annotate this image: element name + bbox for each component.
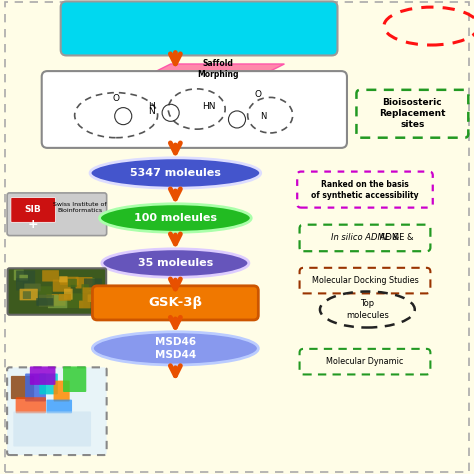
Polygon shape — [152, 64, 284, 73]
FancyBboxPatch shape — [19, 275, 28, 281]
FancyBboxPatch shape — [25, 374, 46, 401]
Text: H: H — [148, 102, 155, 110]
FancyBboxPatch shape — [39, 295, 54, 307]
Text: Bioisosteric
Replacement
sites: Bioisosteric Replacement sites — [379, 98, 446, 129]
FancyBboxPatch shape — [7, 367, 107, 455]
Ellipse shape — [100, 204, 251, 232]
FancyBboxPatch shape — [68, 279, 77, 287]
FancyBboxPatch shape — [61, 1, 337, 55]
Text: N: N — [260, 112, 266, 120]
Text: ADME &: ADME & — [377, 234, 413, 242]
FancyBboxPatch shape — [64, 289, 73, 300]
FancyBboxPatch shape — [67, 293, 83, 308]
FancyBboxPatch shape — [11, 376, 34, 399]
FancyBboxPatch shape — [48, 295, 67, 308]
FancyBboxPatch shape — [82, 284, 89, 293]
FancyBboxPatch shape — [59, 276, 68, 283]
FancyBboxPatch shape — [87, 278, 95, 292]
FancyBboxPatch shape — [38, 286, 52, 298]
FancyBboxPatch shape — [46, 294, 58, 301]
FancyBboxPatch shape — [16, 278, 30, 291]
FancyBboxPatch shape — [88, 294, 104, 302]
FancyBboxPatch shape — [60, 277, 79, 285]
Text: Ranked on the basis
of synthetic accessibility: Ranked on the basis of synthetic accessi… — [311, 180, 419, 200]
Text: N: N — [148, 107, 155, 116]
FancyBboxPatch shape — [16, 271, 35, 284]
Text: O: O — [113, 94, 119, 102]
FancyBboxPatch shape — [13, 411, 91, 447]
FancyBboxPatch shape — [36, 298, 53, 306]
Text: O: O — [255, 91, 262, 99]
Text: HN: HN — [202, 102, 215, 110]
FancyBboxPatch shape — [53, 280, 71, 292]
FancyBboxPatch shape — [37, 293, 46, 306]
FancyBboxPatch shape — [63, 366, 86, 392]
FancyBboxPatch shape — [14, 270, 24, 280]
FancyBboxPatch shape — [39, 374, 58, 394]
Text: In silico ADME &: In silico ADME & — [331, 234, 399, 242]
FancyBboxPatch shape — [75, 277, 92, 289]
FancyBboxPatch shape — [59, 294, 71, 301]
Text: 100 moleules: 100 moleules — [134, 213, 217, 223]
FancyBboxPatch shape — [24, 283, 41, 292]
FancyBboxPatch shape — [42, 270, 59, 282]
Text: 35 moleules: 35 moleules — [138, 258, 213, 268]
FancyBboxPatch shape — [46, 400, 72, 413]
FancyBboxPatch shape — [23, 291, 31, 299]
Text: 5347 moleules: 5347 moleules — [130, 168, 221, 178]
Text: Swiss Institute of
Bioinformatics: Swiss Institute of Bioinformatics — [53, 201, 106, 213]
Text: Molecular Dynamic: Molecular Dynamic — [326, 357, 404, 366]
Text: SIB: SIB — [25, 205, 42, 214]
Ellipse shape — [90, 158, 261, 188]
FancyBboxPatch shape — [42, 71, 347, 148]
Text: Saffold
Morphing: Saffold Morphing — [197, 59, 239, 79]
FancyBboxPatch shape — [84, 278, 102, 290]
FancyBboxPatch shape — [54, 381, 70, 401]
FancyBboxPatch shape — [47, 294, 65, 306]
FancyBboxPatch shape — [16, 397, 46, 413]
FancyBboxPatch shape — [19, 289, 38, 301]
Text: +: + — [28, 218, 38, 231]
FancyBboxPatch shape — [82, 287, 94, 301]
FancyBboxPatch shape — [7, 193, 107, 236]
Text: MSD46
MSD44: MSD46 MSD44 — [155, 337, 196, 360]
Text: GSK-3β: GSK-3β — [148, 296, 202, 310]
Text: Top
molecules: Top molecules — [346, 300, 389, 319]
FancyBboxPatch shape — [79, 301, 91, 309]
Ellipse shape — [92, 332, 258, 365]
Text: Molecular Docking Studies: Molecular Docking Studies — [311, 276, 419, 285]
FancyBboxPatch shape — [30, 366, 55, 385]
FancyBboxPatch shape — [92, 286, 258, 320]
FancyBboxPatch shape — [8, 268, 106, 315]
FancyBboxPatch shape — [11, 198, 55, 222]
Ellipse shape — [102, 249, 249, 277]
FancyBboxPatch shape — [17, 282, 23, 288]
